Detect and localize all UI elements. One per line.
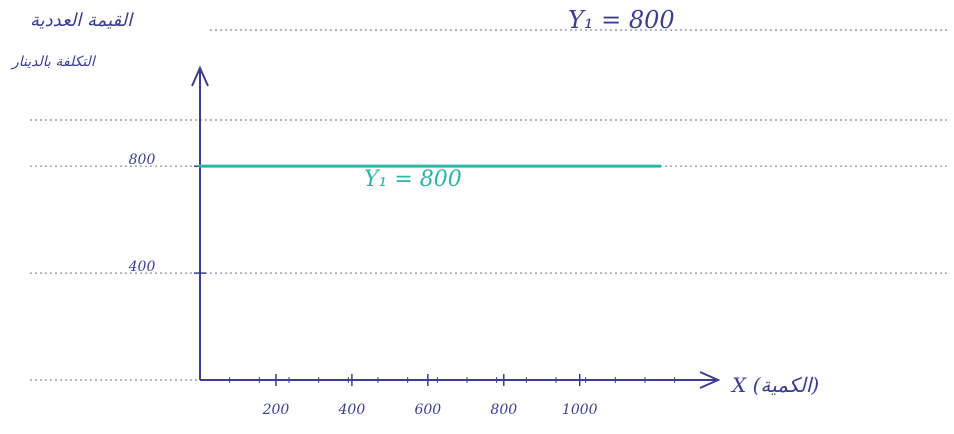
x-tick-label: 800 — [490, 402, 517, 418]
y-tick-label: 400 — [128, 259, 156, 275]
series-label-y1: Y₁ = 800 — [364, 167, 462, 192]
x-axis-arrow — [699, 371, 721, 389]
x-tick-label: 400 — [338, 402, 366, 418]
header-arabic-label: القيمة العددية — [30, 10, 134, 31]
x-tick-label: 200 — [262, 402, 290, 418]
y-tick-label: 800 — [129, 152, 156, 168]
ticks-layer: 200 400 600 800 1000 400 800 — [128, 152, 676, 418]
grid-layer — [30, 119, 950, 381]
series-layer: Y₁ = 800 — [198, 164, 662, 192]
header-equation: Y₁ = 800 — [568, 6, 675, 34]
axes-layer — [191, 65, 721, 389]
y-axis-title: التكلفة بالدينار — [10, 54, 97, 70]
x-axis-title: X (الكمية) — [730, 373, 819, 397]
y-axis-arrow — [191, 65, 209, 87]
x-tick-label: 600 — [414, 402, 441, 418]
x-tick-label: 1000 — [562, 402, 598, 418]
